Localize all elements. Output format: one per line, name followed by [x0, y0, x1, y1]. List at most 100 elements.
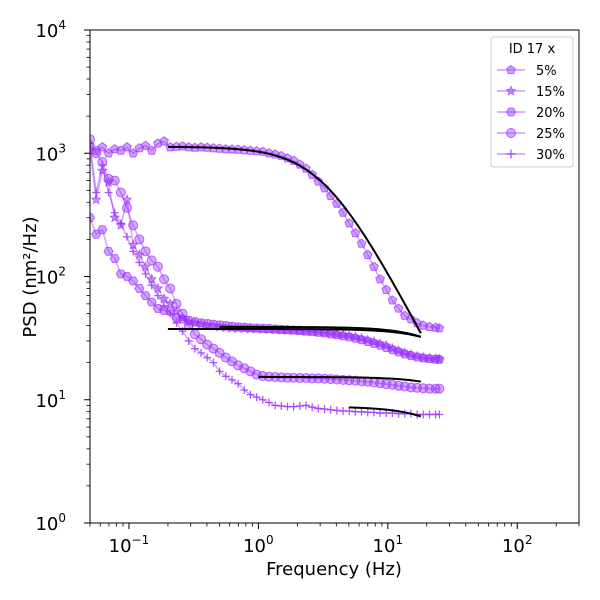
data-point: [177, 308, 188, 319]
data-point: [141, 269, 150, 278]
legend-label: 5%: [536, 64, 557, 79]
data-point: [393, 303, 404, 313]
data-point: [387, 295, 398, 305]
x-tick-label: 100: [243, 533, 274, 557]
series-layer: [90, 134, 445, 419]
data-point: [434, 383, 445, 394]
data-point: [90, 193, 102, 205]
data-point: [92, 188, 101, 197]
data-point: [308, 403, 317, 412]
data-point: [140, 291, 151, 300]
data-point: [109, 211, 121, 223]
data-point: [435, 410, 444, 419]
data-point: [103, 246, 114, 256]
data-point: [146, 297, 157, 307]
data-point: [160, 301, 169, 310]
data-point: [122, 142, 132, 152]
data-point: [123, 232, 132, 241]
data-point: [356, 238, 367, 248]
data-point: [140, 246, 151, 257]
data-point: [381, 284, 392, 294]
data-point: [129, 247, 138, 256]
data-point: [128, 220, 139, 231]
data-point: [158, 292, 170, 304]
data-point: [90, 139, 94, 148]
legend-item: 30%: [497, 148, 565, 163]
fit-curve: [258, 376, 422, 383]
data-point: [234, 379, 243, 388]
data-point: [159, 274, 170, 285]
data-point: [258, 395, 267, 404]
y-tick-label: 103: [35, 141, 66, 165]
fit-curve: [167, 328, 422, 338]
data-point: [115, 187, 126, 198]
data-point: [350, 227, 361, 238]
legend: ID 17 x 5% 15% 20% 25% 30%: [490, 36, 574, 168]
data-point: [184, 336, 193, 345]
y-tick-label: 104: [35, 18, 66, 42]
data-point: [197, 348, 206, 357]
data-point: [133, 248, 145, 260]
data-point: [109, 175, 120, 186]
x-tick-label: 102: [502, 533, 533, 557]
data-point: [98, 161, 107, 170]
data-point: [434, 323, 445, 333]
data-point: [171, 298, 182, 309]
data-point: [159, 136, 169, 146]
data-point: [90, 213, 96, 223]
legend-item: 25%: [497, 127, 565, 142]
data-point: [215, 367, 224, 376]
data-point: [110, 208, 119, 217]
data-point: [104, 188, 113, 197]
data-point: [362, 249, 373, 259]
data-point: [116, 219, 125, 228]
data-point: [153, 291, 162, 300]
data-point: [146, 255, 157, 266]
legend-label: 25%: [536, 127, 565, 142]
legend-marker: [506, 64, 516, 75]
fit-curve: [219, 325, 422, 338]
legend-title: ID 17 x: [509, 42, 556, 57]
data-point: [96, 165, 108, 176]
legend-marker: [505, 85, 517, 96]
data-point: [203, 353, 212, 362]
data-point: [134, 284, 145, 293]
x-axis-label: Frequency (Hz): [266, 559, 402, 580]
data-point: [196, 334, 207, 345]
data-point: [140, 260, 152, 272]
y-tick-label: 101: [35, 388, 66, 412]
data-point: [128, 276, 139, 286]
data-point: [134, 234, 145, 245]
data-point: [375, 274, 385, 284]
data-point: [221, 372, 230, 381]
y-axis-label: PSD (nm²/Hz): [20, 216, 41, 337]
ticks-layer: 10−1 100 101 102 100 101 102 103 104: [35, 18, 580, 557]
legend-item: 20%: [497, 106, 565, 121]
data-point: [264, 398, 273, 407]
data-point: [165, 283, 176, 294]
legend-marker: [506, 128, 516, 138]
legend-item: 15%: [497, 85, 565, 100]
data-point: [147, 281, 156, 290]
data-point: [152, 282, 164, 294]
data-point: [190, 344, 199, 353]
data-point: [91, 148, 102, 159]
data-point: [90, 134, 95, 145]
data-point: [434, 355, 445, 364]
data-point: [146, 145, 157, 155]
data-point: [97, 225, 108, 235]
data-point: [344, 218, 355, 228]
fit-curve: [348, 406, 422, 418]
data-point: [122, 202, 133, 213]
data-point: [233, 360, 244, 371]
data-point: [369, 408, 378, 417]
data-point: [252, 393, 261, 402]
data-point: [90, 144, 96, 156]
data-point: [135, 258, 144, 267]
fit-layer: [167, 145, 422, 418]
legend-label: 15%: [536, 85, 565, 100]
series-line: [90, 140, 440, 330]
data-point: [227, 375, 236, 384]
data-point: [357, 407, 366, 416]
